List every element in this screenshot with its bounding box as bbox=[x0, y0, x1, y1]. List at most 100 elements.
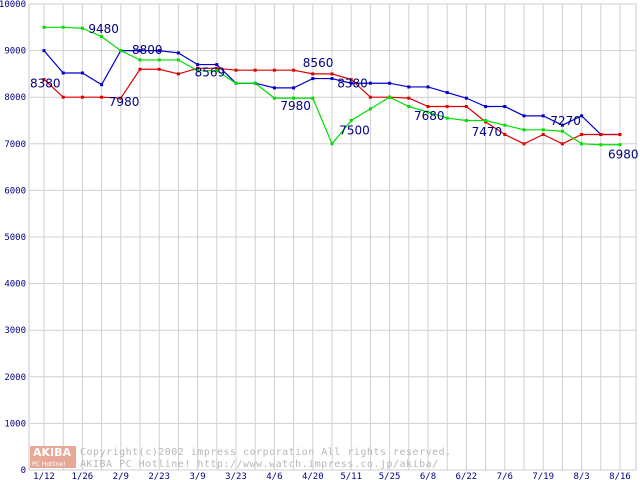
series-point-0 bbox=[349, 81, 353, 85]
series-point-1 bbox=[196, 66, 200, 70]
series-point-0 bbox=[330, 77, 334, 81]
data-label: 7470 bbox=[472, 125, 503, 139]
y-tick-label: 3000 bbox=[4, 326, 26, 336]
y-tick-label: 1000 bbox=[4, 419, 26, 429]
series-point-1 bbox=[234, 68, 238, 72]
series-point-1 bbox=[61, 95, 65, 99]
series-point-1 bbox=[368, 95, 372, 99]
series-point-0 bbox=[138, 49, 142, 53]
series-point-1 bbox=[330, 72, 334, 76]
series-point-0 bbox=[484, 105, 488, 109]
series-point-2 bbox=[119, 49, 123, 53]
y-tick-label: 2000 bbox=[4, 373, 26, 383]
series-point-2 bbox=[311, 96, 315, 100]
series-point-2 bbox=[196, 69, 200, 73]
data-label: 8380 bbox=[337, 76, 368, 90]
series-point-2 bbox=[42, 25, 46, 29]
series-point-2 bbox=[253, 81, 257, 85]
x-tick-label: 7/19 bbox=[532, 472, 554, 480]
series-point-0 bbox=[61, 71, 65, 75]
x-tick-label: 6/22 bbox=[456, 472, 478, 480]
series-point-2 bbox=[176, 58, 180, 62]
x-axis-tick-labels: 1/12 1/26 2/9 2/23 3/9 3/23 4/6 4/20 5/11 5/25 6/8… bbox=[33, 472, 631, 480]
x-tick-label: 4/6 bbox=[266, 472, 282, 480]
logo-bottom-text: PC Hotline! bbox=[32, 461, 65, 468]
series-point-0 bbox=[157, 49, 161, 53]
series-point-0 bbox=[560, 123, 564, 127]
series-point-2 bbox=[541, 128, 545, 132]
series-point-1 bbox=[157, 67, 161, 71]
x-tick-label: 8/16 bbox=[609, 472, 631, 480]
series-point-0 bbox=[541, 114, 545, 118]
data-label: 7680 bbox=[414, 109, 445, 123]
series-point-2 bbox=[580, 142, 584, 146]
series-point-2 bbox=[388, 95, 392, 99]
series-point-2 bbox=[599, 143, 603, 147]
data-label: 7500 bbox=[339, 124, 370, 138]
series-point-2 bbox=[349, 119, 353, 122]
series-point-0 bbox=[42, 49, 46, 53]
series-point-1 bbox=[311, 72, 315, 76]
x-tick-label: 5/11 bbox=[340, 472, 362, 480]
series-point-2 bbox=[407, 105, 411, 109]
x-tick-label: 2/9 bbox=[113, 472, 129, 480]
series-point-1 bbox=[407, 96, 411, 100]
x-tick-label: 3/23 bbox=[225, 472, 247, 480]
series-point-1 bbox=[503, 132, 507, 136]
y-tick-label: 5000 bbox=[4, 233, 26, 243]
watermark: AKIBA PC Hotline! Copyright(c)2002 impre… bbox=[30, 446, 451, 470]
x-tick-label: 2/23 bbox=[148, 472, 170, 480]
data-label: 6980 bbox=[608, 148, 639, 162]
data-label: 7980 bbox=[109, 95, 140, 109]
series-point-1 bbox=[464, 105, 468, 109]
series-point-1 bbox=[272, 68, 276, 72]
series-lines bbox=[42, 25, 622, 147]
series-point-1 bbox=[176, 72, 180, 76]
series-point-0 bbox=[445, 91, 449, 95]
data-label: 7270 bbox=[550, 114, 581, 128]
y-tick-label: 6000 bbox=[4, 186, 26, 196]
series-point-2 bbox=[560, 129, 564, 133]
series-point-1 bbox=[349, 77, 353, 81]
data-label: 8380 bbox=[30, 76, 61, 90]
y-tick-label: 8000 bbox=[4, 93, 26, 103]
x-tick-label: 5/25 bbox=[379, 472, 401, 480]
series-point-1 bbox=[138, 67, 142, 71]
series-point-2 bbox=[234, 81, 238, 85]
series-point-0 bbox=[388, 81, 392, 85]
series-point-0 bbox=[196, 63, 200, 67]
data-label: 7980 bbox=[280, 99, 311, 113]
logo-top-text: AKIBA bbox=[33, 446, 72, 459]
y-tick-label: 0 bbox=[21, 466, 26, 476]
series-point-2 bbox=[503, 123, 507, 127]
site-url-text: AKIBA PC Hotline! http://www.watch.impre… bbox=[80, 459, 439, 470]
series-point-2 bbox=[484, 119, 488, 122]
x-tick-label: 1/26 bbox=[72, 472, 94, 480]
series-point-1 bbox=[42, 77, 46, 81]
series-point-1 bbox=[253, 68, 257, 72]
series-point-1 bbox=[119, 96, 123, 100]
series-point-2 bbox=[368, 107, 372, 111]
data-label: 8560 bbox=[303, 56, 334, 70]
series-point-0 bbox=[311, 77, 315, 81]
series-point-2 bbox=[522, 128, 526, 132]
series-point-1 bbox=[618, 132, 622, 136]
series-point-0 bbox=[215, 63, 219, 67]
series-point-2 bbox=[215, 69, 219, 73]
x-tick-label: 4/20 bbox=[302, 472, 324, 480]
series-point-1 bbox=[215, 66, 219, 70]
series-point-0 bbox=[272, 86, 276, 90]
series-point-1 bbox=[522, 142, 526, 146]
series-point-1 bbox=[100, 95, 104, 99]
series-point-0 bbox=[580, 114, 584, 118]
data-label: 9480 bbox=[88, 22, 119, 36]
x-tick-label: 8/3 bbox=[573, 472, 589, 480]
series-point-1 bbox=[292, 68, 296, 72]
series-point-0 bbox=[176, 51, 180, 55]
y-tick-label: 10000 bbox=[0, 0, 26, 10]
data-label: 8800 bbox=[132, 43, 163, 57]
y-tick-label: 7000 bbox=[4, 140, 26, 150]
data-labels: 8380948079808800856979808560838075007680… bbox=[30, 22, 639, 162]
series-point-0 bbox=[292, 86, 296, 90]
